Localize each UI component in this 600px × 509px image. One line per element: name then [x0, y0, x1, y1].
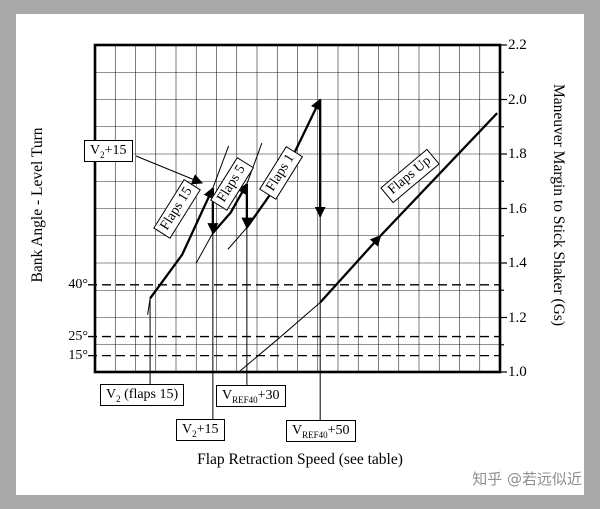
y-axis-title-right: Maneuver Margin to Stick Shaker (Gs) — [550, 83, 567, 327]
y-tick-label: 2.0 — [508, 91, 527, 108]
callout-text: +50 — [327, 423, 350, 438]
y-axis-title-left: Bank Angle - Level Turn — [29, 127, 46, 283]
y-tick-label: 1.0 — [508, 364, 527, 380]
flap-setting-label: Flaps 5 — [209, 157, 254, 211]
callout-vref40-plus-50: VREF40+50 — [286, 420, 356, 442]
chart-panel — [16, 14, 584, 495]
callout-subscript: 2 — [100, 149, 105, 160]
watermark: 知乎 @若远似近 — [472, 470, 582, 488]
callout-text: V — [90, 143, 101, 158]
flap-setting-label: Flaps 15 — [152, 178, 201, 239]
callout-text: +30 — [257, 388, 280, 403]
y-tick-label: 1.4 — [508, 255, 527, 271]
y-tick-label: 1.6 — [508, 200, 527, 217]
callout-v2-flaps-15: V2 (flaps 15) — [100, 384, 185, 406]
callout-v2-plus-15-bottom: V2+15 — [176, 419, 225, 441]
callout-vref40-plus-30: VREF40+30 — [216, 385, 286, 407]
callout-text: +15 — [196, 422, 219, 437]
callout-text: (flaps 15) — [120, 387, 179, 402]
callout-text: +15 — [104, 143, 127, 158]
bank-angle-label: 15° — [68, 347, 88, 363]
callout-text: V — [182, 422, 193, 437]
flap-setting-label: Flaps Up — [380, 148, 440, 204]
y-tick-label: 1.2 — [508, 309, 527, 326]
callout-v2-plus-15-top: V2+15 — [84, 140, 133, 162]
callout-subscript: 2 — [192, 428, 197, 439]
callout-text: V — [292, 423, 303, 438]
flap-setting-label: Flaps 1 — [258, 146, 303, 200]
bank-angle-label: 40° — [68, 276, 88, 292]
callout-subscript: REF40 — [302, 429, 328, 440]
callout-text: V — [106, 387, 117, 402]
callout-text: V — [222, 388, 233, 403]
bank-angle-label: 25° — [68, 328, 88, 344]
callout-subscript: REF40 — [232, 394, 258, 405]
x-axis-title: Flap Retraction Speed (see table) — [197, 451, 403, 468]
y-tick-label: 2.2 — [508, 37, 527, 53]
callout-subscript: 2 — [116, 393, 121, 404]
y-tick-label: 1.8 — [508, 146, 527, 162]
